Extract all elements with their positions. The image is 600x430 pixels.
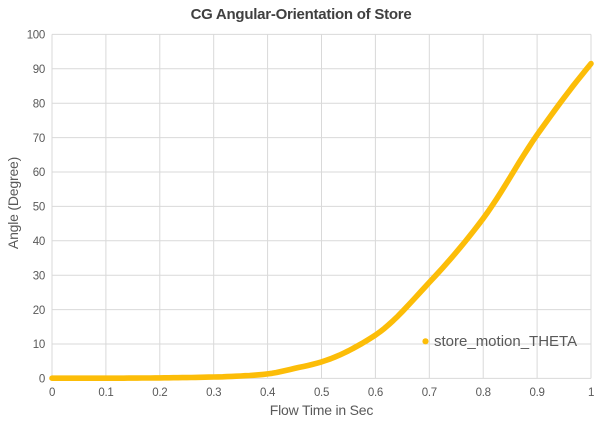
svg-text:70: 70	[33, 133, 45, 145]
svg-text:1: 1	[588, 387, 594, 399]
svg-text:80: 80	[33, 98, 45, 110]
svg-text:30: 30	[33, 270, 45, 282]
svg-text:100: 100	[27, 30, 45, 42]
svg-text:Angle (Degree): Angle (Degree)	[5, 157, 21, 249]
svg-text:store_motion_THETA: store_motion_THETA	[434, 333, 577, 350]
svg-text:0.2: 0.2	[152, 387, 167, 399]
svg-text:40: 40	[33, 236, 45, 248]
svg-text:CG Angular-Orientation of Stor: CG Angular-Orientation of Store	[191, 6, 412, 23]
svg-text:10: 10	[33, 339, 45, 351]
svg-text:0.8: 0.8	[476, 387, 491, 399]
svg-text:20: 20	[33, 305, 45, 317]
svg-text:0.1: 0.1	[98, 387, 113, 399]
svg-text:0.9: 0.9	[530, 387, 545, 399]
svg-text:0.7: 0.7	[422, 387, 437, 399]
svg-text:50: 50	[33, 202, 45, 214]
svg-text:90: 90	[33, 64, 45, 76]
svg-text:0: 0	[49, 387, 55, 399]
svg-text:0.4: 0.4	[260, 387, 276, 399]
svg-text:0.5: 0.5	[314, 387, 329, 399]
svg-text:0.6: 0.6	[368, 387, 383, 399]
svg-text:0: 0	[39, 374, 45, 386]
svg-text:Flow Time in Sec: Flow Time in Sec	[270, 402, 374, 418]
svg-text:60: 60	[33, 167, 45, 179]
svg-text:0.3: 0.3	[206, 387, 221, 399]
